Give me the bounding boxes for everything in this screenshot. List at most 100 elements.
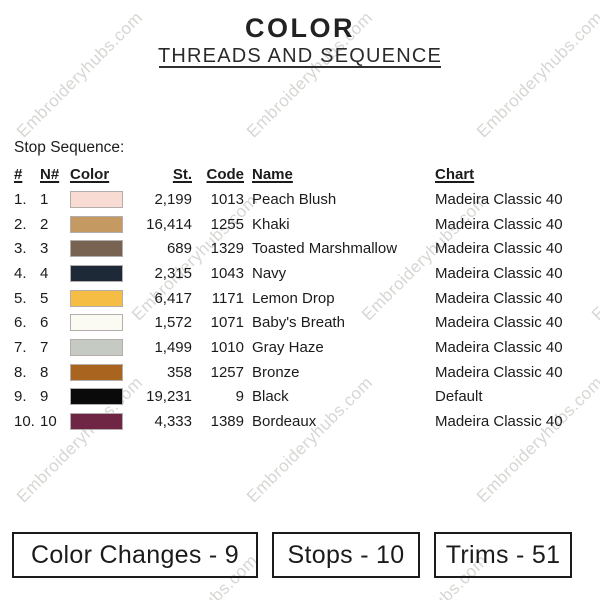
thread-name: Gray Haze <box>252 338 324 356</box>
color-swatch-cell <box>70 413 130 431</box>
thread-name: Khaki <box>252 215 290 233</box>
color-swatch <box>70 240 123 258</box>
color-swatch-cell <box>70 190 130 208</box>
thread-chart: Madeira Classic 40 <box>435 190 563 208</box>
title-underline <box>159 66 441 68</box>
needle-number: 2 <box>40 215 49 233</box>
thread-code: 1257 <box>210 363 244 381</box>
color-swatch-cell <box>70 363 130 381</box>
needle-number: 8 <box>40 363 49 381</box>
thread-code: 1043 <box>210 264 244 282</box>
stitch-count: 1,499 <box>154 338 192 356</box>
needle-number: 10 <box>40 413 57 431</box>
thread-table: Stop Sequence: # N# Color St. Code Name … <box>14 139 600 434</box>
color-swatch <box>70 413 123 431</box>
thread-chart: Madeira Classic 40 <box>435 363 563 381</box>
table-row: 1. 1 2,199 1013 Peach Blush Madeira Classic 4… <box>14 187 600 212</box>
column-header-chart: Chart <box>435 166 475 183</box>
color-swatch <box>70 314 123 332</box>
table-row: 6. 6 1,572 1071 Baby's Breath Madeira Classic… <box>14 310 600 335</box>
stitch-count: 19,231 <box>146 388 192 406</box>
color-swatch-cell <box>70 264 130 282</box>
needle-number: 7 <box>40 338 49 356</box>
needle-number: 4 <box>40 264 49 282</box>
column-header-color: Color <box>70 166 110 183</box>
row-number: 10. <box>14 413 35 431</box>
thread-chart: Madeira Classic 40 <box>435 314 563 332</box>
needle-number: 1 <box>40 190 49 208</box>
row-number: 4. <box>14 264 27 282</box>
thread-code: 1171 <box>211 289 244 307</box>
color-swatch-cell <box>70 240 130 258</box>
thread-name: Navy <box>252 264 287 282</box>
color-swatch-cell <box>70 388 130 406</box>
table-row: 8. 8 358 1257 Bronze Madeira Classic 40 <box>14 360 600 385</box>
row-number: 1. <box>14 190 27 208</box>
table-header-row: # N# Color St. Code Name Chart <box>14 162 600 187</box>
row-number: 8. <box>14 363 27 381</box>
page-subtitle: THREADS AND SEQUENCE <box>157 45 443 67</box>
thread-chart: Madeira Classic 40 <box>435 264 563 282</box>
color-swatch <box>70 289 123 307</box>
color-swatch <box>70 215 123 233</box>
summary-box-trims: Trims - 51 <box>434 532 572 578</box>
thread-code: 1389 <box>210 413 244 431</box>
stitch-count: 4,333 <box>154 413 192 431</box>
column-header-needle: N# <box>40 166 60 183</box>
thread-chart: Madeira Classic 40 <box>435 240 563 258</box>
column-header-stitches: St. <box>172 166 192 183</box>
stop-sequence-label: Stop Sequence: <box>14 139 125 156</box>
thread-code: 1329 <box>210 240 244 258</box>
row-number: 7. <box>14 338 27 356</box>
thread-code: 1071 <box>210 314 244 332</box>
thread-name: Toasted Marshmallow <box>252 240 398 258</box>
table-row: 9. 9 19,231 9 Black Default <box>14 385 600 410</box>
stitch-count: 6,417 <box>154 289 192 307</box>
stitch-count: 2,199 <box>154 190 192 208</box>
page-title: COLOR <box>245 13 355 43</box>
table-row: 2. 2 16,414 1255 Khaki Madeira Classic 40 <box>14 212 600 237</box>
needle-number: 5 <box>40 289 49 307</box>
needle-number: 3 <box>40 240 49 258</box>
color-swatch-cell <box>70 338 130 356</box>
thread-chart: Madeira Classic 40 <box>435 215 563 233</box>
summary-box-color-changes: Color Changes - 9 <box>12 532 258 578</box>
thread-chart: Madeira Classic 40 <box>435 289 563 307</box>
thread-chart: Default <box>435 388 483 406</box>
color-swatch-cell <box>70 289 130 307</box>
stitch-count: 16,414 <box>146 215 192 233</box>
thread-name: Bordeaux <box>252 413 317 431</box>
thread-name: Peach Blush <box>252 190 337 208</box>
thread-name: Lemon Drop <box>252 289 335 307</box>
stitch-count: 1,572 <box>154 314 192 332</box>
summary-box-stops: Stops - 10 <box>272 532 420 578</box>
row-number: 2. <box>14 215 27 233</box>
thread-name: Baby's Breath <box>252 314 345 332</box>
color-swatch <box>70 388 123 406</box>
needle-number: 6 <box>40 314 49 332</box>
row-number: 5. <box>14 289 27 307</box>
color-swatch <box>70 363 123 381</box>
stitch-count: 2,315 <box>154 264 192 282</box>
thread-name: Black <box>252 388 289 406</box>
thread-code: 1255 <box>210 215 244 233</box>
table-row: 4. 4 2,315 1043 Navy Madeira Classic 40 <box>14 261 600 286</box>
row-number: 9. <box>14 388 27 406</box>
stitch-count: 358 <box>166 363 192 381</box>
table-body: 1. 1 2,199 1013 Peach Blush Madeira Classic 4… <box>14 187 600 434</box>
needle-number: 9 <box>40 388 49 406</box>
row-number: 3. <box>14 240 27 258</box>
column-header-number: # <box>14 166 23 183</box>
color-swatch-cell <box>70 314 130 332</box>
table-row: 5. 5 6,417 1171 Lemon Drop Madeira Classic 40 <box>14 286 600 311</box>
row-number: 6. <box>14 314 27 332</box>
thread-chart: Madeira Classic 40 <box>435 413 563 431</box>
stitch-count: 689 <box>166 240 192 258</box>
color-swatch <box>70 190 123 208</box>
color-swatch <box>70 338 123 356</box>
table-row: 10. 10 4,333 1389 Bordeaux Madeira Classic 40 <box>14 409 600 434</box>
thread-code: 1010 <box>210 338 244 356</box>
color-swatch <box>70 264 123 282</box>
